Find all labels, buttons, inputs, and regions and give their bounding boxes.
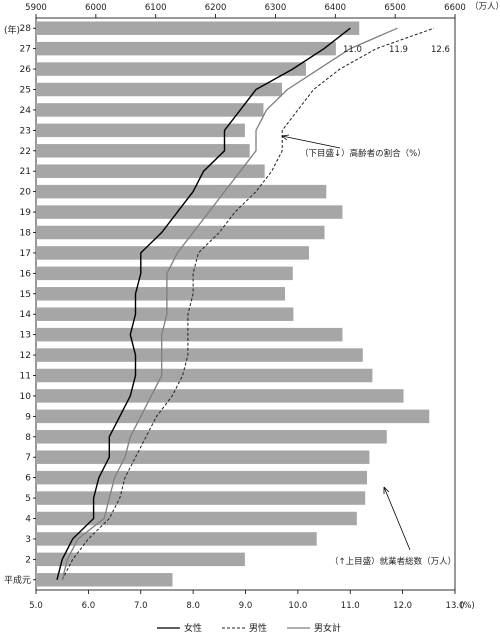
y-tick-label: 28 <box>20 24 32 34</box>
bottom-tick-label: 7.0 <box>134 601 148 611</box>
bar-7 <box>36 450 370 464</box>
bar-17 <box>36 246 309 260</box>
y-tick-label: 4 <box>25 515 31 525</box>
bar-2 <box>36 552 245 567</box>
bottom-tick-label: 13.0 <box>446 601 465 611</box>
bar-25 <box>36 82 283 97</box>
top-tick-label: 6400 <box>324 3 346 13</box>
bar-24 <box>36 103 264 117</box>
y-tick-label: 8 <box>25 433 31 443</box>
y-tick-label: 25 <box>20 86 31 96</box>
top-tick-label: 6600 <box>444 3 466 13</box>
bar-12 <box>36 348 363 362</box>
y-tick-label: 10 <box>20 392 32 402</box>
y-tick-label: 12 <box>20 351 31 361</box>
bar-3 <box>36 532 317 546</box>
bottom-tick-label: 10.0 <box>288 601 307 611</box>
y-tick-label: 27 <box>20 45 31 55</box>
y-tick-label: 23 <box>20 126 31 136</box>
top-tick-label: 6500 <box>384 3 406 13</box>
bar-5 <box>36 491 366 505</box>
y-tick-label: 24 <box>20 106 32 116</box>
top-tick-label: 5900 <box>25 3 47 13</box>
bar-16 <box>36 266 293 281</box>
bar-1 <box>36 573 173 587</box>
bar-27 <box>36 41 336 56</box>
legend-women-label: 女性 <box>184 622 202 634</box>
lines-annotation-arrowhead <box>281 134 290 141</box>
y-tick-label: 平成元 <box>4 574 31 586</box>
line-total <box>61 27 398 580</box>
top-axis: 5900 6000 6100 6200 6300 6400 6500 6600 <box>25 3 466 18</box>
bar-8 <box>36 430 387 444</box>
y-tick-label: 5 <box>25 494 31 504</box>
legend: 女性 男性 男女計 <box>157 622 341 634</box>
lines-annotation: （下目盛↓）高齢者の割合（%） <box>300 148 426 159</box>
bar-9 <box>36 409 430 424</box>
y-tick-label: 2 <box>25 555 31 565</box>
y-axis-unit: (年) <box>4 24 20 36</box>
top-tick-label: 6100 <box>145 3 167 13</box>
line-series <box>56 27 435 581</box>
line-women <box>56 27 351 580</box>
y-tick-label: 7 <box>25 453 31 463</box>
line-men <box>61 27 435 581</box>
bottom-tick-label: 11.0 <box>341 601 360 611</box>
y-tick-label: 16 <box>20 269 32 279</box>
bottom-axis-unit: (%) <box>460 601 475 611</box>
y-tick-label: 6 <box>25 474 31 484</box>
y-tick-label: 14 <box>20 310 32 320</box>
bar-22 <box>36 144 250 158</box>
y-axis: 平成元2345678910111213141516171819202122232… <box>4 24 36 586</box>
bar-21 <box>36 164 265 178</box>
bar-18 <box>36 225 325 240</box>
bottom-tick-label: 12.0 <box>393 601 412 611</box>
top-tick-label: 6300 <box>265 3 287 13</box>
bottom-tick-label: 9.0 <box>239 601 253 611</box>
bottom-tick-label: 8.0 <box>186 601 200 611</box>
y-tick-label: 22 <box>20 147 31 157</box>
end-label-women: 11.0 <box>343 45 362 55</box>
bar-26 <box>36 62 306 76</box>
bars-annotation-leader <box>383 486 411 551</box>
bar-15 <box>36 287 286 301</box>
y-tick-label: 21 <box>20 167 31 177</box>
bottom-axis: 5.0 6.0 7.0 8.0 9.0 10.0 11.0 12.0 13.0 <box>29 590 464 611</box>
y-tick-label: 13 <box>20 331 31 341</box>
end-label-total: 11.9 <box>389 45 408 55</box>
top-tick-label: 6200 <box>205 3 227 13</box>
bottom-tick-label: 6.0 <box>82 601 96 611</box>
bar-13 <box>36 327 343 342</box>
bars-annotation-arrowhead <box>383 486 390 494</box>
bottom-tick-label: 5.0 <box>29 601 43 611</box>
y-tick-label: 11 <box>20 372 31 382</box>
bar-20 <box>36 184 327 199</box>
bar-19 <box>36 205 343 219</box>
y-tick-label: 19 <box>20 208 32 218</box>
end-label-men: 12.6 <box>431 45 450 55</box>
bar-4 <box>36 511 357 526</box>
bar-14 <box>36 307 294 321</box>
y-tick-label: 20 <box>20 188 32 198</box>
y-tick-label: 26 <box>20 65 32 75</box>
bar-10 <box>36 389 404 403</box>
y-tick-label: 9 <box>25 412 31 422</box>
top-tick-label: 6000 <box>85 3 107 13</box>
top-axis-unit: （万人） <box>470 1 500 12</box>
bar-11 <box>36 368 373 383</box>
bar-series <box>36 21 430 587</box>
bars-annotation: （↑上目盛）就業者総数（万人） <box>330 556 456 567</box>
lines-annotation-leader <box>281 135 341 149</box>
bar-23 <box>36 123 245 138</box>
y-tick-label: 18 <box>20 229 32 239</box>
bar-6 <box>36 470 368 485</box>
y-tick-label: 17 <box>20 249 31 259</box>
y-tick-label: 15 <box>20 290 31 300</box>
legend-total-label: 男女計 <box>314 622 341 634</box>
bar-28 <box>36 21 360 35</box>
legend-men-label: 男性 <box>249 622 267 634</box>
y-tick-label: 3 <box>25 535 31 545</box>
